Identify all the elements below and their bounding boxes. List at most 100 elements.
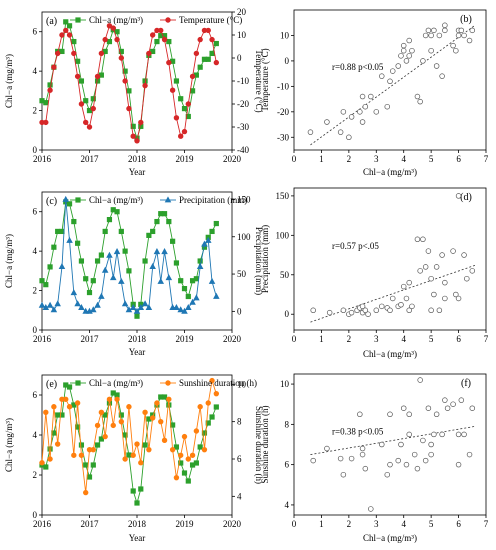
x-axis-label: Chl−a (mg/m³) [363,533,417,543]
legend-marker [165,17,171,23]
y-tick-label: 150 [276,191,290,201]
data-point [400,283,407,290]
x-tick-label: 2020 [223,334,242,344]
data-point [442,27,448,34]
y-right-tick-label: 10 [237,379,247,389]
x-tick-label: 2019 [176,334,195,344]
y-tick-label: -30 [277,132,289,142]
data-point [146,232,152,238]
y-right-tick-label: 0 [237,306,242,316]
data-point [357,109,363,115]
data-point [145,303,153,311]
panel-label: (b) [460,14,472,25]
panel-d: 0 1 2 3 4 5 6 7 0 50 100 150 Chl−a (mg/m³) Precipitat… [260,187,489,359]
data-point [114,209,120,215]
y-left-axis-label: Chl−a (mg/m³) [4,54,14,108]
legend-label: Precipitation (mm) [179,195,247,205]
data-point [177,133,184,139]
data-point [62,195,70,202]
legend-marker [75,17,81,23]
data-point [469,268,476,274]
y-right-tick-label: -40 [237,145,249,155]
data-point [161,36,168,43]
data-point [173,444,180,450]
data-point [450,401,456,407]
y-right-tick-label: -20 [237,99,249,109]
data-point [74,400,81,406]
y-right-axis-label: Precipitation (mm) [254,227,264,295]
data-point [149,415,156,421]
data-point [403,461,410,468]
data-point [436,32,443,39]
data-point [348,114,355,120]
data-point [406,307,412,314]
data-point [126,88,132,94]
data-point [166,38,172,45]
data-point [398,53,404,59]
data-point [414,93,421,100]
data-point [213,40,219,47]
data-point [431,27,437,34]
data-point [173,78,180,84]
data-point [71,218,77,225]
x-tick-label: 6 [456,519,461,529]
data-point [428,47,434,54]
data-point [466,451,473,458]
data-point [50,306,58,313]
data-point [46,301,54,308]
data-point [420,437,426,444]
data-point [82,307,89,314]
data-point [43,464,49,470]
data-point [70,289,78,296]
data-point [102,36,108,43]
data-point [130,133,136,139]
x-tick-label: 2 [347,334,352,344]
series-1 [39,199,219,319]
data-point [357,411,363,418]
x-tick-label: 0 [292,334,297,344]
data-point [209,36,215,43]
x-axis-label: Year [129,167,146,177]
data-point [142,442,148,448]
data-point [78,258,85,264]
x-tick-label: 2019 [176,154,195,164]
data-point [417,268,423,274]
data-point [455,193,462,199]
data-point [126,105,132,112]
data-point [458,27,465,34]
data-point [398,302,404,308]
data-point [166,218,172,225]
panel-label: (c) [46,196,57,207]
data-point [420,236,426,243]
data-point [450,248,456,254]
x-tick-label: 3 [374,154,379,164]
data-point [137,303,145,311]
y-right-axis-label: Temperature (°C) [254,49,264,112]
data-point [425,405,432,411]
data-point [98,252,104,258]
data-point [125,306,133,313]
data-point [130,452,136,458]
x-axis-label: Year [129,533,146,543]
data-point [90,306,97,313]
data-point [193,50,200,57]
data-point [178,96,184,102]
x-tick-label: 6 [456,154,461,164]
data-point [213,390,220,397]
x-tick-label: 4 [401,334,406,344]
x-tick-label: 2017 [81,519,100,529]
x-tick-label: 2016 [33,334,52,344]
x-tick-label: 2018 [128,154,147,164]
panel-label: (a) [46,16,57,27]
data-point [461,32,467,39]
data-point [118,48,124,55]
y-right-tick-label: 6 [237,454,242,464]
x-tick-label: 2016 [33,154,52,164]
panel-label: (d) [460,192,472,203]
data-point [71,50,77,57]
data-point [126,404,132,410]
y-tick-label: 0 [285,309,290,319]
data-point [201,446,208,453]
data-point [149,262,156,269]
